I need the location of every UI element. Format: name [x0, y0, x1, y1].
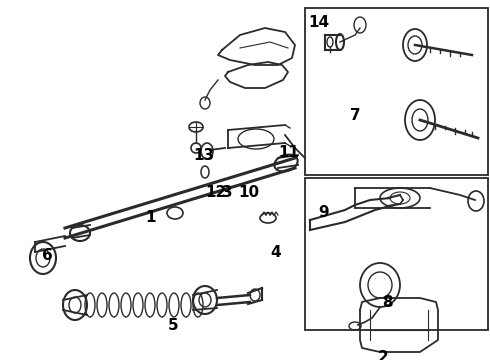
Text: 3: 3: [222, 185, 233, 200]
Text: 2: 2: [378, 350, 389, 360]
Bar: [305, 178, 488, 330]
Text: 9: 9: [318, 205, 329, 220]
Text: 5: 5: [168, 318, 179, 333]
Text: 12: 12: [205, 185, 226, 200]
Text: 8: 8: [382, 295, 392, 310]
Text: 6: 6: [42, 248, 53, 263]
Text: 1: 1: [145, 210, 155, 225]
Bar: [305, 8, 488, 175]
Text: 11: 11: [278, 145, 299, 160]
Text: 10: 10: [238, 185, 259, 200]
Text: 13: 13: [193, 148, 214, 163]
Text: 4: 4: [270, 245, 281, 260]
Text: 7: 7: [350, 108, 361, 123]
Text: 14: 14: [308, 15, 329, 30]
